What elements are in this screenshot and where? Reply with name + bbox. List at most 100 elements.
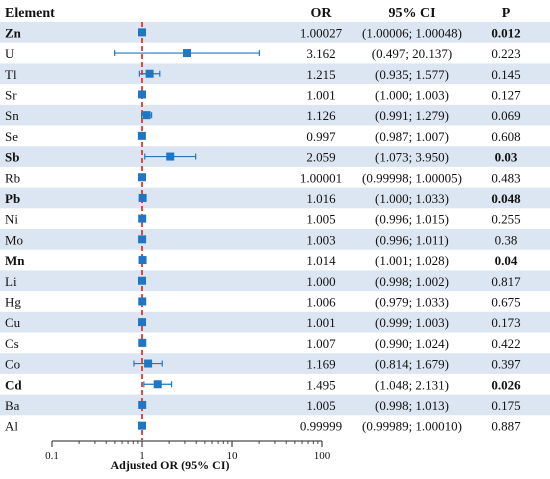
ci-value: (0.497; 20.137) xyxy=(372,46,453,61)
x-tick-label: 10 xyxy=(227,450,239,462)
row-band xyxy=(0,353,550,374)
or-value: 0.99999 xyxy=(300,419,342,434)
element-label: Ba xyxy=(5,398,20,413)
or-value: 1.215 xyxy=(306,67,335,82)
or-value: 1.005 xyxy=(306,398,335,413)
ci-value: (0.991; 1.279) xyxy=(375,108,449,123)
ci-value: (0.814; 1.679) xyxy=(375,357,449,372)
element-label: Li xyxy=(5,274,17,289)
x-tick-label: 1 xyxy=(139,450,145,462)
p-value: 0.012 xyxy=(491,25,520,40)
or-value: 1.006 xyxy=(306,294,336,309)
ci-value: (0.996; 1.011) xyxy=(375,232,449,247)
or-point xyxy=(142,111,151,120)
or-point xyxy=(138,235,147,244)
or-value: 1.001 xyxy=(306,315,335,330)
p-value: 0.38 xyxy=(495,232,518,247)
row-band xyxy=(0,229,550,250)
p-value: 0.127 xyxy=(491,87,521,102)
ci-value: (1.073; 3.950) xyxy=(375,150,449,165)
element-label: Al xyxy=(5,419,18,434)
ci-value: (0.998; 1.002) xyxy=(375,274,449,289)
ci-value: (0.99998; 1.00005) xyxy=(362,170,462,185)
row-band xyxy=(0,63,550,85)
p-value: 0.255 xyxy=(491,212,520,227)
p-value: 0.026 xyxy=(491,377,521,392)
x-tick-label: 100 xyxy=(314,450,331,462)
or-point xyxy=(138,318,147,327)
or-point xyxy=(138,214,147,223)
p-value: 0.422 xyxy=(491,336,520,351)
or-value: 1.169 xyxy=(306,357,335,372)
element-label: U xyxy=(5,46,15,61)
or-point xyxy=(138,276,146,285)
ci-value: (0.979; 1.033) xyxy=(375,294,449,309)
or-point xyxy=(138,90,147,99)
row-bands xyxy=(0,22,550,416)
p-value: 0.608 xyxy=(491,129,520,144)
or-value: 1.014 xyxy=(306,253,336,268)
or-value: 1.001 xyxy=(306,87,335,102)
x-axis: 0.1 1 10 100 xyxy=(45,440,331,462)
element-label: Cd xyxy=(5,377,22,392)
element-label: Rb xyxy=(5,170,20,185)
or-point xyxy=(138,173,147,182)
or-value: 1.003 xyxy=(306,232,335,247)
or-point xyxy=(138,193,147,202)
table-header: Element OR 95% CI P xyxy=(5,6,511,21)
element-label: Ni xyxy=(5,212,18,227)
p-value: 0.397 xyxy=(491,357,521,372)
p-value: 0.04 xyxy=(495,253,518,268)
ci-value: (0.996; 1.015) xyxy=(375,212,449,227)
p-value: 0.03 xyxy=(495,150,518,165)
x-axis-label: Adjusted OR (95% CI) xyxy=(110,458,229,472)
or-value: 0.997 xyxy=(306,129,336,144)
ci-value: (0.99989; 1.00010) xyxy=(362,419,462,434)
or-value: 1.00027 xyxy=(300,25,343,40)
p-value: 0.173 xyxy=(491,315,520,330)
row-band xyxy=(0,270,550,292)
row-band xyxy=(0,104,550,126)
p-value: 0.887 xyxy=(491,419,521,434)
element-label: Mo xyxy=(5,232,23,247)
or-point xyxy=(144,359,153,368)
data-rows: Zn 1.00027 (1.00006; 1.00048) 0.012 U 3.162 (0… xyxy=(5,25,521,433)
element-label: Zn xyxy=(5,25,22,40)
or-point xyxy=(166,152,175,161)
ci-value: (0.999; 1.003) xyxy=(375,315,449,330)
or-point xyxy=(138,28,147,37)
element-label: Mn xyxy=(5,253,25,268)
header-ci: 95% CI xyxy=(388,6,435,21)
or-value: 1.005 xyxy=(306,212,335,227)
row-band xyxy=(0,146,550,167)
ci-value: (1.001; 1.028) xyxy=(375,253,449,268)
p-value: 0.069 xyxy=(491,108,520,123)
element-label: Sr xyxy=(5,87,17,102)
or-value: 1.495 xyxy=(306,377,335,392)
or-point xyxy=(138,297,147,306)
or-value: 2.059 xyxy=(306,150,335,165)
or-point xyxy=(137,421,146,430)
or-point xyxy=(145,69,154,78)
row-band xyxy=(0,394,550,416)
ci-value: (0.998; 1.013) xyxy=(375,398,449,413)
or-point xyxy=(137,131,146,140)
or-value: 1.000 xyxy=(306,274,335,289)
or-point xyxy=(138,256,147,265)
x-tick-label: 0.1 xyxy=(45,450,59,462)
element-label: Sb xyxy=(5,150,19,165)
ci-value: (0.935; 1.577) xyxy=(375,67,449,82)
ci-value: (0.990; 1.024) xyxy=(375,336,449,351)
p-value: 0.048 xyxy=(491,191,521,206)
row-band xyxy=(0,22,550,43)
row-band xyxy=(0,187,550,209)
or-value: 1.007 xyxy=(306,336,336,351)
or-value: 1.00001 xyxy=(300,170,342,185)
p-value: 0.817 xyxy=(491,274,521,289)
or-value: 3.162 xyxy=(306,46,335,61)
or-value: 1.016 xyxy=(306,191,336,206)
element-label: Sn xyxy=(5,108,19,123)
or-value: 1.126 xyxy=(306,108,336,123)
p-value: 0.223 xyxy=(491,46,520,61)
